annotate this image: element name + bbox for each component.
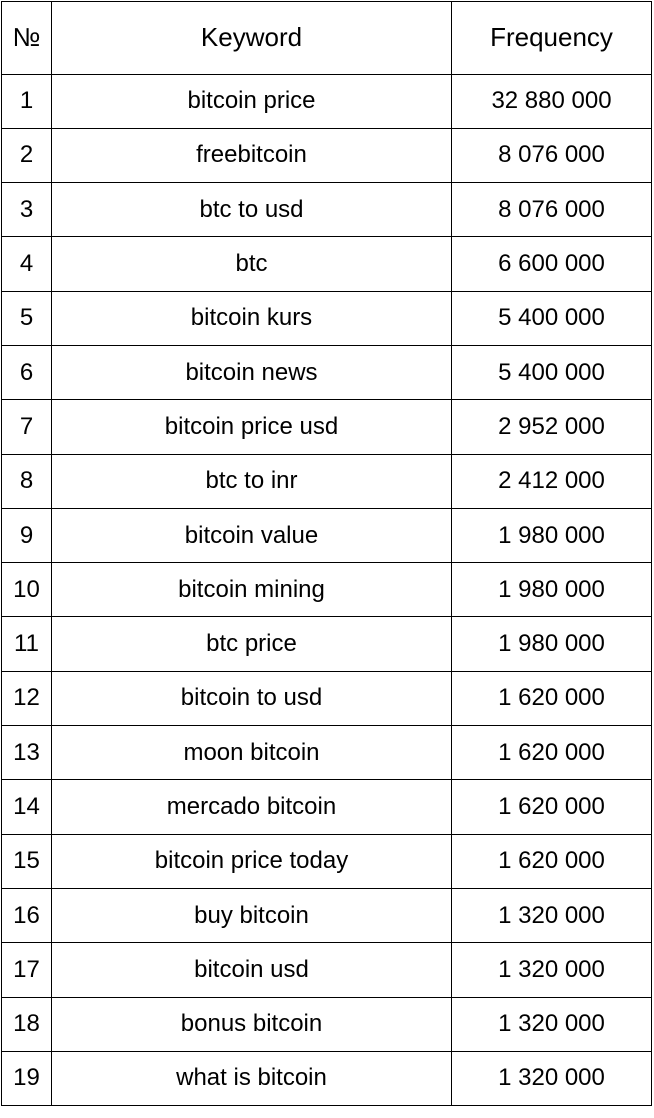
table-row: 11 btc price 1 980 000 xyxy=(1,616,652,672)
row-frequency: 1 320 000 xyxy=(451,996,652,1052)
table-body: 1 bitcoin price 32 880 000 2 freebitcoin… xyxy=(1,73,652,1107)
row-keyword: btc to inr xyxy=(51,453,452,509)
row-number: 6 xyxy=(1,344,52,401)
table-row: 12 bitcoin to usd 1 620 000 xyxy=(1,670,652,727)
row-keyword: bitcoin price xyxy=(51,73,452,129)
row-frequency: 5 400 000 xyxy=(451,290,652,346)
row-frequency: 32 880 000 xyxy=(451,73,652,129)
table-row: 1 bitcoin price 32 880 000 xyxy=(1,73,652,129)
table-row: 9 bitcoin value 1 980 000 xyxy=(1,507,652,564)
row-frequency: 8 076 000 xyxy=(451,127,652,184)
row-keyword: bitcoin mining xyxy=(51,562,452,618)
row-keyword: btc to usd xyxy=(51,182,452,238)
row-keyword: btc price xyxy=(51,616,452,672)
row-keyword: what is bitcoin xyxy=(51,1050,452,1107)
row-frequency: 1 980 000 xyxy=(451,616,652,672)
table-row: 17 bitcoin usd 1 320 000 xyxy=(1,942,652,998)
row-number: 2 xyxy=(1,127,52,184)
row-number: 8 xyxy=(1,453,52,509)
table-row: 15 bitcoin price today 1 620 000 xyxy=(1,833,652,889)
row-frequency: 1 620 000 xyxy=(451,670,652,727)
row-frequency: 1 320 000 xyxy=(451,942,652,998)
row-frequency: 6 600 000 xyxy=(451,236,652,292)
row-keyword: btc xyxy=(51,236,452,292)
table-row: 16 buy bitcoin 1 320 000 xyxy=(1,887,652,944)
row-frequency: 8 076 000 xyxy=(451,182,652,238)
row-frequency: 1 980 000 xyxy=(451,507,652,564)
row-keyword: bitcoin value xyxy=(51,507,452,564)
row-number: 4 xyxy=(1,236,52,292)
row-number: 1 xyxy=(1,73,52,129)
row-frequency: 1 620 000 xyxy=(451,833,652,889)
row-frequency: 2 412 000 xyxy=(451,453,652,509)
table-row: 4 btc 6 600 000 xyxy=(1,236,652,292)
row-number: 10 xyxy=(1,562,52,618)
row-keyword: bitcoin usd xyxy=(51,942,452,998)
row-number: 18 xyxy=(1,996,52,1052)
row-keyword: bonus bitcoin xyxy=(51,996,452,1052)
row-frequency: 1 320 000 xyxy=(451,887,652,944)
row-number: 13 xyxy=(1,725,52,781)
table-row: 7 bitcoin price usd 2 952 000 xyxy=(1,399,652,455)
row-keyword: mercado bitcoin xyxy=(51,779,452,835)
row-keyword: buy bitcoin xyxy=(51,887,452,944)
row-number: 7 xyxy=(1,399,52,455)
row-keyword: bitcoin to usd xyxy=(51,670,452,727)
table-row: 19 what is bitcoin 1 320 000 xyxy=(1,1050,652,1107)
table-row: 18 bonus bitcoin 1 320 000 xyxy=(1,996,652,1052)
table-row: 14 mercado bitcoin 1 620 000 xyxy=(1,779,652,835)
table-row: 8 btc to inr 2 412 000 xyxy=(1,453,652,509)
row-frequency: 5 400 000 xyxy=(451,344,652,401)
row-number: 12 xyxy=(1,670,52,727)
row-number: 5 xyxy=(1,290,52,346)
row-number: 19 xyxy=(1,1050,52,1107)
row-keyword: freebitcoin xyxy=(51,127,452,184)
row-frequency: 1 980 000 xyxy=(451,562,652,618)
row-number: 17 xyxy=(1,942,52,998)
row-frequency: 1 320 000 xyxy=(451,1050,652,1107)
row-keyword: bitcoin kurs xyxy=(51,290,452,346)
header-number: № xyxy=(1,1,52,75)
table-header-row: № Keyword Frequency xyxy=(1,1,652,75)
row-number: 11 xyxy=(1,616,52,672)
table-row: 2 freebitcoin 8 076 000 xyxy=(1,127,652,184)
row-frequency: 2 952 000 xyxy=(451,399,652,455)
row-keyword: moon bitcoin xyxy=(51,725,452,781)
row-number: 9 xyxy=(1,507,52,564)
row-number: 16 xyxy=(1,887,52,944)
table-row: 13 moon bitcoin 1 620 000 xyxy=(1,725,652,781)
table-row: 6 bitcoin news 5 400 000 xyxy=(1,344,652,401)
row-keyword: bitcoin price usd xyxy=(51,399,452,455)
header-frequency: Frequency xyxy=(451,1,652,75)
row-number: 14 xyxy=(1,779,52,835)
header-keyword: Keyword xyxy=(51,1,452,75)
row-keyword: bitcoin news xyxy=(51,344,452,401)
row-keyword: bitcoin price today xyxy=(51,833,452,889)
table-row: 5 bitcoin kurs 5 400 000 xyxy=(1,290,652,346)
row-number: 15 xyxy=(1,833,52,889)
row-frequency: 1 620 000 xyxy=(451,779,652,835)
table-row: 3 btc to usd 8 076 000 xyxy=(1,182,652,238)
row-number: 3 xyxy=(1,182,52,238)
row-frequency: 1 620 000 xyxy=(451,725,652,781)
table-row: 10 bitcoin mining 1 980 000 xyxy=(1,562,652,618)
